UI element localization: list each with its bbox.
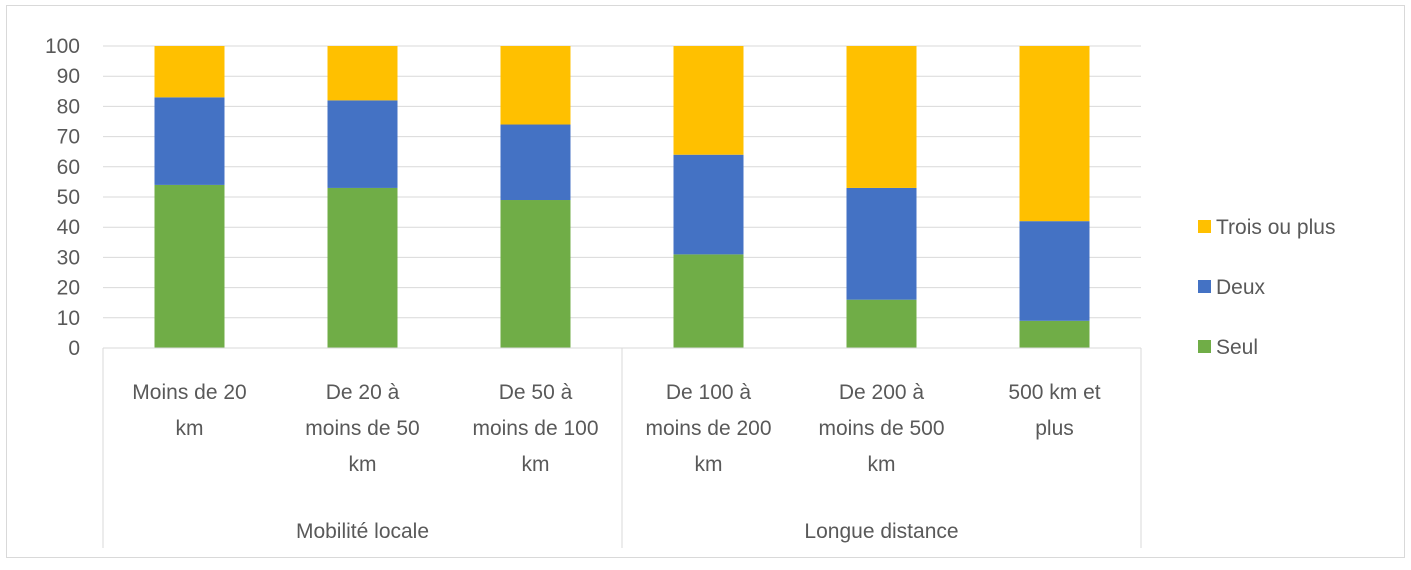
legend-label-deux: Deux — [1216, 276, 1266, 299]
y-tick-label: 100 — [45, 35, 80, 58]
bar-segment-deux — [846, 187, 917, 300]
bar-segment-seul — [1019, 320, 1090, 348]
bar-segment-deux — [1019, 221, 1090, 321]
legend-label-trois-ou-plus: Trois ou plus — [1216, 216, 1335, 239]
bar-segment-seul — [846, 299, 917, 348]
y-tick-label: 20 — [57, 277, 80, 300]
bar-segment-trois-ou-plus — [154, 46, 225, 98]
legend-swatch-trois-ou-plus — [1198, 220, 1211, 233]
bars — [154, 46, 1090, 348]
y-tick-label: 60 — [57, 156, 80, 179]
y-tick-label: 0 — [68, 337, 80, 360]
bar-segment-trois-ou-plus — [327, 46, 398, 101]
bar-segment-deux — [673, 154, 744, 255]
bar-segment-deux — [500, 124, 571, 201]
legend-label-seul: Seul — [1216, 336, 1258, 359]
x-tick-label: De 20 à moins de 50 km — [305, 381, 419, 476]
bar-segment-trois-ou-plus — [846, 46, 917, 188]
legend-swatch-deux — [1198, 280, 1211, 293]
bar-segment-trois-ou-plus — [500, 46, 571, 125]
group-label: Longue distance — [804, 520, 958, 543]
x-tick-label: De 200 à moins de 500 km — [818, 381, 944, 476]
x-tick-label: De 100 à moins de 200 km — [645, 381, 771, 476]
bar-segment-deux — [327, 100, 398, 188]
x-tick-label: De 50 à moins de 100 km — [472, 381, 598, 476]
legend-swatch-seul — [1198, 340, 1211, 353]
bar-segment-seul — [154, 184, 225, 348]
bar-segment-seul — [327, 187, 398, 348]
y-tick-label: 90 — [57, 65, 80, 88]
legend: Trois ou plus Deux Seul — [1198, 216, 1335, 359]
axes: 0 10 20 30 40 50 60 70 80 90 100 Moins de 20 km De 20… — [45, 35, 1142, 548]
y-tick-label: 30 — [57, 246, 80, 269]
x-tick-label: 500 km et plus — [1008, 381, 1100, 440]
y-tick-label: 70 — [57, 126, 80, 149]
group-label: Mobilité locale — [296, 520, 429, 543]
bar-segment-trois-ou-plus — [1019, 46, 1090, 222]
x-tick-label: Moins de 20 km — [132, 381, 246, 440]
y-tick-label: 10 — [57, 307, 80, 330]
y-tick-label: 50 — [57, 186, 80, 209]
y-tick-label: 40 — [57, 216, 80, 239]
bar-segment-seul — [500, 200, 571, 348]
bar-segment-deux — [154, 97, 225, 185]
bar-segment-trois-ou-plus — [673, 46, 744, 155]
chart-frame — [6, 5, 1405, 558]
gridlines — [103, 45, 1141, 319]
bar-segment-seul — [673, 254, 744, 348]
y-tick-label: 80 — [57, 95, 80, 118]
